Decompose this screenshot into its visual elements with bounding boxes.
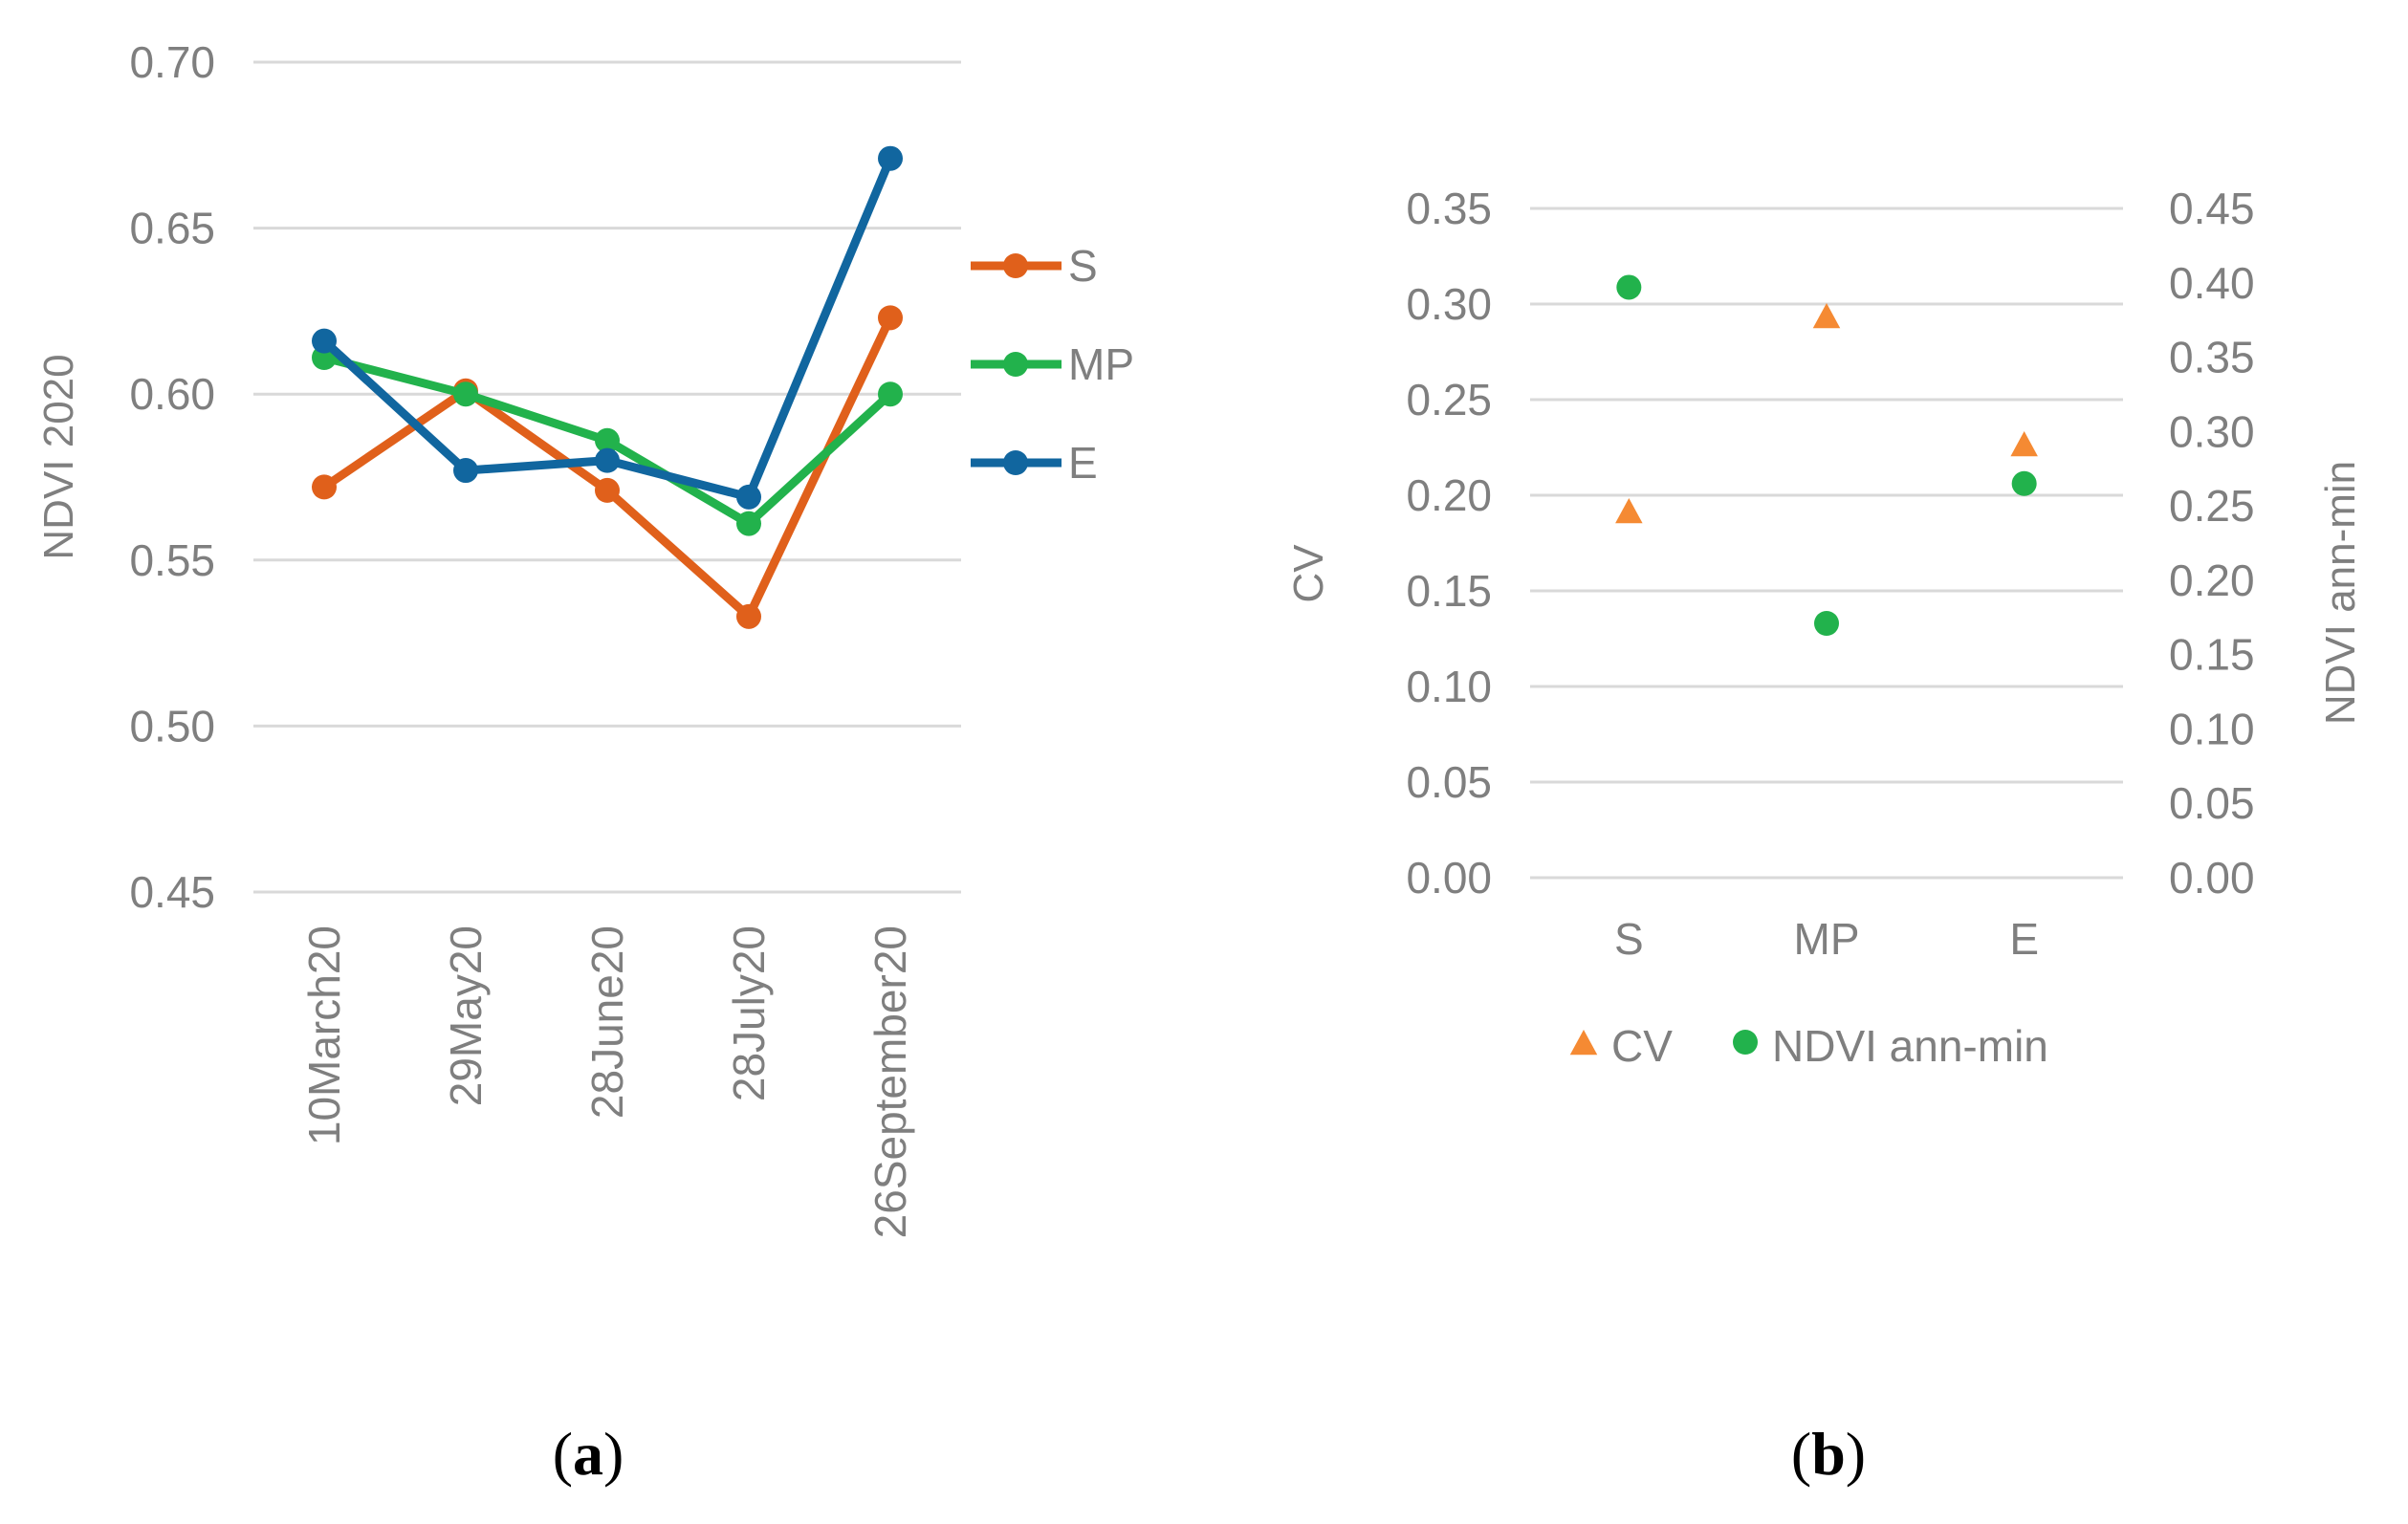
b-left-y-tick-label: 0.35 bbox=[1406, 184, 1492, 233]
b-right-y-tick-label: 0.10 bbox=[2169, 704, 2255, 753]
a-gridlines bbox=[253, 60, 961, 894]
a-y-tick-label: 0.45 bbox=[129, 867, 215, 917]
a-y-tick-label: 0.55 bbox=[129, 535, 215, 585]
b-left-y-axis-label: CV bbox=[1285, 544, 1332, 603]
b-left-y-tick-label: 0.20 bbox=[1406, 470, 1492, 520]
a-legend-item: E bbox=[971, 438, 1098, 488]
b-data-point-triangle bbox=[1615, 498, 1643, 524]
b-right-y-tick-label: 0.20 bbox=[2169, 555, 2255, 605]
a-y-tick-label: 0.70 bbox=[129, 37, 215, 87]
b-legend-marker-circle bbox=[1733, 1030, 1758, 1055]
b-x-tick-label: S bbox=[1614, 914, 1644, 964]
a-y-tick-label: 0.50 bbox=[129, 701, 215, 751]
b-x-tick-label: MP bbox=[1794, 914, 1860, 964]
b-series-NDVI-ann-min bbox=[1616, 274, 2037, 636]
b-right-y-tick-label: 0.00 bbox=[2169, 853, 2255, 903]
a-y-tick-label: 0.60 bbox=[129, 369, 215, 419]
a-data-point bbox=[736, 603, 761, 629]
a-legend-marker bbox=[1003, 352, 1028, 377]
b-left-y-tick-label: 0.15 bbox=[1406, 566, 1492, 616]
b-data-point-triangle bbox=[2010, 431, 2038, 457]
a-x-tick-labels: 10March20 29May20 28June20 28July20 26Septem… bbox=[299, 925, 915, 1238]
a-series-group bbox=[312, 145, 903, 629]
a-y-axis-label: NDVI 2020 bbox=[35, 354, 82, 559]
a-x-tick-label: 28July20 bbox=[724, 925, 774, 1101]
b-data-point-triangle bbox=[1812, 303, 1841, 329]
panel-a-label: (a) bbox=[553, 1420, 624, 1488]
b-right-y-tick-labels: 0.00 0.05 0.10 0.15 0.20 0.25 0.30 0.35 0.40 0.45 bbox=[2169, 184, 2255, 903]
b-series-group bbox=[1615, 274, 2038, 636]
b-x-tick-labels: S MP E bbox=[1614, 914, 2039, 964]
a-legend-label: E bbox=[1068, 438, 1098, 488]
b-left-y-tick-label: 0.25 bbox=[1406, 375, 1492, 425]
a-data-point bbox=[736, 511, 761, 536]
b-x-tick-label: E bbox=[2009, 914, 2039, 964]
b-left-y-tick-label: 0.10 bbox=[1406, 662, 1492, 711]
a-data-point bbox=[736, 484, 761, 510]
a-legend-item: MP bbox=[971, 339, 1134, 389]
a-legend-item: S bbox=[971, 241, 1098, 291]
a-data-point bbox=[595, 447, 620, 473]
b-right-y-tick-label: 0.35 bbox=[2169, 333, 2255, 382]
b-left-y-tick-labels: 0.00 0.05 0.10 0.15 0.20 0.25 0.30 0.35 bbox=[1406, 184, 1492, 903]
a-y-tick-labels: 0.45 0.50 0.55 0.60 0.65 0.70 bbox=[129, 37, 215, 917]
b-data-point-circle bbox=[1814, 611, 1839, 636]
a-data-point bbox=[312, 328, 337, 354]
a-legend-label: S bbox=[1068, 241, 1098, 291]
a-series-E bbox=[312, 145, 903, 510]
b-left-y-tick-label: 0.05 bbox=[1406, 757, 1492, 807]
b-legend-item: NDVI ann-min bbox=[1733, 1021, 2048, 1071]
b-right-y-tick-label: 0.30 bbox=[2169, 406, 2255, 456]
b-right-y-axis-label: NDVI ann-min bbox=[2317, 461, 2364, 725]
a-legend-marker bbox=[1003, 253, 1028, 278]
b-legend-label: NDVI ann-min bbox=[1772, 1021, 2048, 1071]
b-data-point-circle bbox=[2011, 470, 2037, 496]
b-legend-item: CV bbox=[1569, 1021, 1673, 1071]
a-data-point bbox=[878, 305, 903, 331]
a-series-MP bbox=[312, 345, 903, 536]
a-legend-label: MP bbox=[1068, 339, 1134, 389]
b-right-y-tick-label: 0.40 bbox=[2169, 258, 2255, 308]
b-right-y-tick-label: 0.25 bbox=[2169, 481, 2255, 531]
a-x-tick-label: 10March20 bbox=[299, 925, 349, 1145]
b-legend-label: CV bbox=[1611, 1021, 1673, 1071]
a-data-point bbox=[595, 477, 620, 503]
b-right-y-tick-label: 0.45 bbox=[2169, 184, 2255, 233]
panel-b-label: (b) bbox=[1791, 1420, 1866, 1488]
b-legend: CV NDVI ann-min bbox=[1569, 1021, 2048, 1071]
b-right-y-tick-label: 0.05 bbox=[2169, 778, 2255, 828]
chart-a-line: 0.45 0.50 0.55 0.60 0.65 0.70 10March20 29May2… bbox=[35, 37, 1134, 1238]
a-data-point bbox=[595, 427, 620, 453]
a-legend: S MP E bbox=[971, 241, 1134, 488]
a-x-tick-label: 29May20 bbox=[441, 925, 491, 1106]
a-data-point bbox=[878, 145, 903, 171]
a-data-point bbox=[878, 381, 903, 407]
a-x-tick-label: 28June20 bbox=[582, 925, 632, 1119]
b-left-y-tick-label: 0.00 bbox=[1406, 853, 1492, 903]
a-data-point bbox=[312, 474, 337, 500]
a-y-tick-label: 0.65 bbox=[129, 204, 215, 253]
b-series-CV bbox=[1615, 303, 2038, 524]
a-data-point bbox=[453, 381, 478, 407]
b-legend-marker-triangle bbox=[1569, 1030, 1598, 1056]
b-left-y-tick-label: 0.30 bbox=[1406, 279, 1492, 329]
a-x-tick-label: 26September20 bbox=[865, 925, 915, 1238]
a-legend-marker bbox=[1003, 450, 1028, 475]
a-data-point bbox=[453, 458, 478, 484]
b-data-point-circle bbox=[1616, 274, 1642, 300]
b-right-y-tick-label: 0.15 bbox=[2169, 630, 2255, 680]
chart-b-scatter: 0.000.050.100.150.200.250.300.35 0.000.0… bbox=[1285, 184, 2364, 1071]
